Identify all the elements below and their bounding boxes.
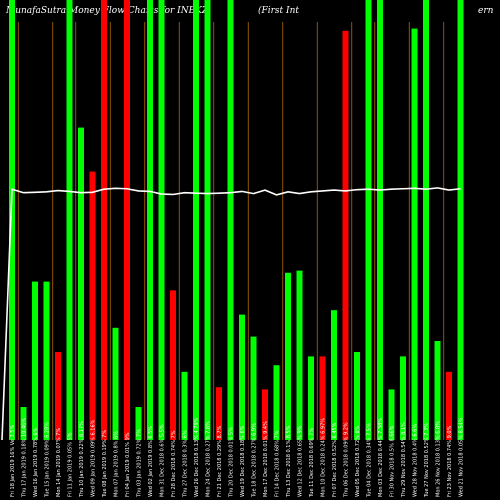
bar [388,389,395,440]
bar [78,127,84,440]
tick-label: Thu 03 Jan 2019 0.72% 7% [137,429,143,498]
tick-label: Tue 08 Jan 2019 0.19% 7% [102,430,108,498]
tick-label: Thu 10 Jan 2019 0.22% 8.17% [79,421,85,498]
bar [216,387,222,440]
bar [262,389,268,440]
bar [55,352,61,440]
tick-label: Fri 14 Dec 2018 0.68% 7% [275,430,281,497]
tick-label: Tue 04 Dec 2018 0.34% 7.5% [367,423,373,498]
bar [457,0,464,440]
bar [147,0,153,440]
tick-label: Tue 11 Dec 2018 0.69% 7% [309,428,315,498]
tick-label: Wed 09 Jan 2019 0.09% 6.16% [91,419,97,497]
bar [32,281,38,440]
tick-label: Wed 12 Dec 2018 0.65% 9% [298,425,304,497]
bar [20,407,27,440]
bar [411,28,418,440]
bar [423,0,429,440]
tick-label: Mon 03 Dec 2018 0.44% 7.38% [378,418,384,497]
bar [250,336,257,440]
bar [112,327,119,440]
chart-title-left: MunafaSutra Money Flow Charts for INBKZ [6,6,209,16]
bar [273,365,280,440]
tick-label: Wed 05 Dec 2018 0.72% 8% [355,425,361,497]
tick-label: Tue 15 Jan 2019 0.09% 6.28% [45,422,51,498]
tick-label: Mon 17 Dec 2018 0.01% 9.4% [263,421,269,497]
tick-label: Tue 18 Dec 2018 0.27% 6.9% [252,423,258,498]
bar [193,0,199,440]
bar [158,0,165,440]
tick-label: Mon 10 Dec 2018 0.24% 6.97% [321,418,327,497]
bar [354,352,360,440]
bar [377,0,383,440]
bar [89,171,96,440]
bar [43,281,50,440]
chart-title-mid: (First Int [258,6,300,16]
chart-title-right: ern [478,6,494,16]
tick-label: Tue 27 Nov 2018 0.52% 7.3% [424,423,430,498]
tick-label: Wed 02 Jan 2019 0.8% 6.5% [148,426,154,497]
bar [124,0,130,440]
bar [319,356,326,440]
bar [365,0,372,440]
tick-label: Fri 04 Jan 2019 0.01% 9% [125,432,131,497]
tick-label: Mon 14 Jan 2019 0.07% 7% [56,428,62,497]
tick-label: Mon 31 Dec 2018 0.6% 5.5% [160,424,166,497]
tick-label: Mon 07 Jan 2019 0.8% 6% [114,431,120,497]
tick-label: Wed 19 Dec 2018 0.18% 6% [240,425,246,497]
tick-label: Mon 26 Nov 2018 0.13% 6.8% [436,421,442,497]
tick-label: Wed 26 Dec 2018 0.13% 4.79% [194,417,200,497]
bar [331,310,337,440]
bar [296,270,303,440]
tick-label: Wed 28 Nov 2018 0.4% 6.6% [413,424,419,497]
bar [400,356,406,440]
tick-label: Thu 06 Dec 2018 0.09% 9.2% [344,422,350,498]
tick-label: Fri 07 Dec 2018 0.52% 6.45% [332,422,338,497]
tick-label: Thu 13 Dec 2018 0.1% 8.5% [286,425,292,498]
bar [308,356,314,440]
tick-label: Fri 30 Nov 2018 0.5% 8.66% [390,425,396,497]
bar [170,290,176,440]
tick-label: Fri 11 Jan 2019 0.05% 5% [68,432,74,497]
tick-label: Thu 27 Dec 2018 0.3% 6% [183,430,189,498]
bar [239,314,245,440]
bar [66,0,73,440]
tick-label: Thu 20 Dec 2018 0.01% 5% [229,427,235,498]
bar [446,371,452,440]
bar [434,341,441,440]
bar [342,30,349,441]
money-flow-line [1,187,461,441]
tick-label: Fri 28 Dec 2018 0.74% 7% [171,430,177,497]
tick-label: Fri 18 Jan 2019 16% Ve 3.5% [10,425,16,497]
tick-label: Fri 23 Nov 2018 0.74% 9.0% [447,425,453,497]
bar [9,0,15,440]
bar [101,0,107,440]
bar [135,407,142,440]
tick-label: Wed 21 Nov 2018 0.05% 8.54% [459,417,465,497]
bar [204,0,211,440]
bar [227,0,234,440]
bar [181,371,188,440]
tick-label: Wed 16 Jan 2019 0.78% 6% [33,427,39,497]
tick-label: Fri 21 Dec 2018 0.29% 8.7% [217,425,223,497]
tick-label: Thu 17 Jan 2019 0.18% 10.46% [22,418,28,498]
bar [285,272,291,440]
tick-label: Mon 24 Dec 2018 0.27% 7.8% [206,421,212,497]
tick-label: Thu 29 Nov 2018 0.54% 8.1% [401,422,407,498]
